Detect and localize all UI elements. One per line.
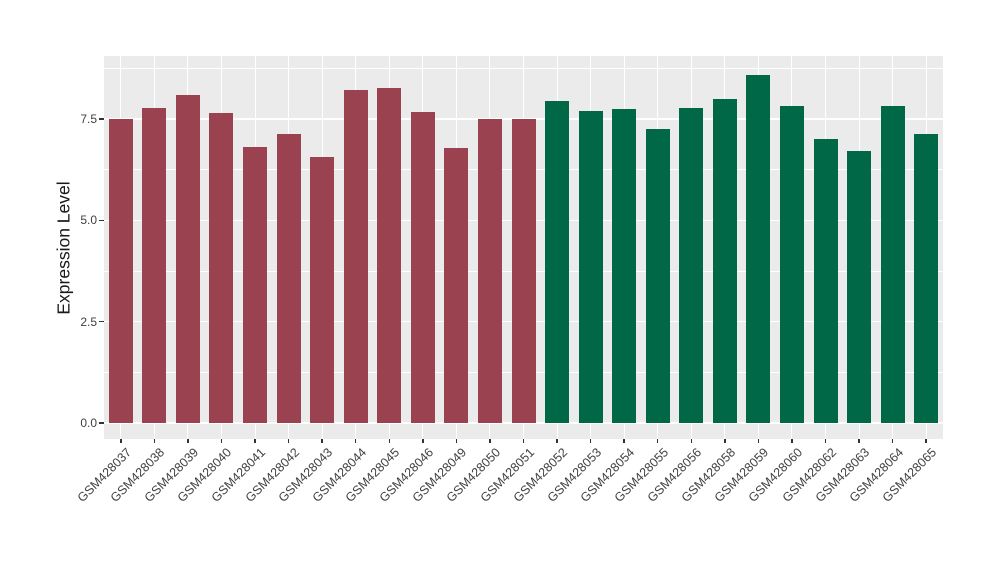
bar bbox=[612, 108, 637, 423]
y-tick-label: 5.0 bbox=[80, 213, 97, 228]
bar bbox=[645, 129, 670, 423]
x-axis-tick bbox=[556, 439, 558, 443]
y-tick-label: 0.0 bbox=[80, 415, 97, 430]
y-tick-label: 7.5 bbox=[80, 112, 97, 127]
x-axis-tick bbox=[455, 439, 458, 443]
bar bbox=[410, 111, 435, 423]
x-axis-tick bbox=[891, 439, 894, 443]
bar bbox=[377, 88, 402, 423]
bar bbox=[108, 119, 133, 423]
bar bbox=[276, 133, 301, 423]
x-axis-tick bbox=[321, 439, 323, 443]
x-axis-tick bbox=[422, 439, 424, 443]
bar bbox=[343, 89, 368, 423]
x-axis-tick bbox=[925, 439, 927, 443]
y-axis-tick bbox=[99, 219, 104, 222]
x-axis-tick bbox=[589, 439, 592, 443]
bar bbox=[847, 151, 872, 423]
bar bbox=[712, 99, 737, 423]
x-axis-tick bbox=[153, 439, 156, 443]
bar bbox=[477, 119, 502, 423]
bar bbox=[679, 107, 704, 423]
x-axis-tick bbox=[522, 439, 525, 443]
bar bbox=[545, 100, 570, 423]
x-axis-tick bbox=[757, 439, 760, 443]
x-axis-tick bbox=[388, 439, 390, 443]
bar bbox=[578, 110, 603, 423]
bar bbox=[511, 119, 536, 423]
bar bbox=[175, 94, 200, 423]
bar bbox=[243, 146, 268, 423]
bar bbox=[746, 74, 771, 423]
bar bbox=[142, 108, 167, 423]
bar bbox=[310, 156, 335, 423]
bar bbox=[444, 147, 469, 423]
x-axis-tick bbox=[858, 439, 860, 443]
x-axis-tick bbox=[824, 439, 827, 443]
y-axis-tick bbox=[99, 422, 104, 424]
x-axis-tick bbox=[791, 439, 793, 443]
x-axis-tick bbox=[354, 439, 357, 443]
bar bbox=[914, 134, 939, 423]
x-axis-tick bbox=[489, 439, 491, 443]
x-axis-tick bbox=[724, 439, 726, 443]
x-axis-tick bbox=[690, 439, 693, 443]
x-axis-tick bbox=[623, 439, 625, 443]
y-axis-tick bbox=[99, 118, 104, 120]
bar bbox=[813, 139, 838, 423]
y-tick-label: 2.5 bbox=[80, 314, 97, 329]
x-axis-tick bbox=[187, 439, 189, 443]
bar bbox=[209, 112, 234, 423]
bar bbox=[880, 106, 905, 423]
x-axis-tick bbox=[120, 439, 122, 443]
x-axis-tick bbox=[656, 439, 659, 443]
x-axis-tick bbox=[254, 439, 256, 443]
y-axis-tick bbox=[99, 320, 104, 323]
y-axis-title: Expression Level bbox=[53, 180, 74, 315]
bar bbox=[779, 106, 804, 423]
x-axis-tick bbox=[220, 439, 223, 443]
x-axis-tick bbox=[287, 439, 290, 443]
